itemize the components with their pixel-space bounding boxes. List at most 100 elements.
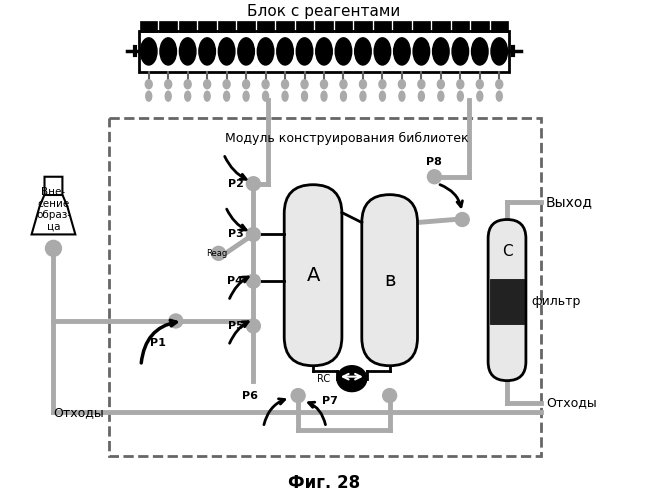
Bar (432, 20, 450, 32)
Bar (335, 20, 353, 32)
Ellipse shape (224, 91, 229, 101)
Ellipse shape (165, 80, 172, 88)
Ellipse shape (433, 38, 449, 65)
Ellipse shape (238, 38, 255, 65)
Text: А: А (307, 266, 319, 284)
Ellipse shape (242, 80, 249, 88)
Ellipse shape (437, 80, 445, 88)
Text: P5: P5 (227, 321, 244, 331)
Bar (471, 20, 489, 32)
Text: фильтр: фильтр (531, 294, 580, 308)
Ellipse shape (296, 38, 313, 65)
Text: Блок с реагентами: Блок с реагентами (248, 4, 400, 18)
Ellipse shape (496, 91, 502, 101)
Ellipse shape (419, 91, 424, 101)
Ellipse shape (145, 80, 152, 88)
Ellipse shape (146, 91, 152, 101)
Ellipse shape (179, 38, 196, 65)
Polygon shape (32, 176, 75, 234)
Bar (159, 20, 177, 32)
Ellipse shape (321, 80, 327, 88)
Bar (109, 118, 541, 456)
Ellipse shape (282, 80, 288, 88)
Ellipse shape (379, 80, 386, 88)
Ellipse shape (491, 38, 507, 65)
Text: Отходы: Отходы (546, 396, 597, 409)
Ellipse shape (340, 91, 347, 101)
Text: RC: RC (317, 374, 330, 384)
FancyBboxPatch shape (488, 220, 526, 380)
Ellipse shape (203, 80, 211, 88)
Ellipse shape (277, 38, 294, 65)
Ellipse shape (337, 366, 367, 392)
Circle shape (246, 319, 260, 333)
Circle shape (291, 388, 305, 402)
Ellipse shape (354, 38, 371, 65)
Text: P7: P7 (322, 396, 338, 406)
Ellipse shape (413, 38, 430, 65)
Ellipse shape (476, 80, 483, 88)
Ellipse shape (399, 80, 406, 88)
Text: P6: P6 (242, 390, 259, 400)
FancyBboxPatch shape (362, 194, 417, 366)
Bar (179, 20, 196, 32)
Circle shape (212, 246, 226, 260)
Ellipse shape (204, 91, 210, 101)
Bar (237, 20, 255, 32)
Ellipse shape (496, 80, 503, 88)
Text: в: в (384, 270, 395, 289)
Ellipse shape (223, 80, 230, 88)
Circle shape (246, 274, 260, 288)
Ellipse shape (399, 91, 405, 101)
Ellipse shape (199, 38, 215, 65)
Text: Отходы: Отходы (53, 406, 104, 419)
Ellipse shape (301, 80, 308, 88)
Ellipse shape (457, 80, 464, 88)
Bar (491, 20, 508, 32)
Ellipse shape (472, 38, 488, 65)
Ellipse shape (301, 91, 308, 101)
Bar (198, 20, 216, 32)
Ellipse shape (218, 38, 235, 65)
Bar (139, 30, 509, 72)
Ellipse shape (457, 91, 463, 101)
Text: С: С (502, 244, 513, 259)
Ellipse shape (340, 80, 347, 88)
Ellipse shape (380, 91, 386, 101)
Text: P3: P3 (227, 230, 244, 239)
Circle shape (456, 212, 469, 226)
Bar (218, 20, 235, 32)
Ellipse shape (257, 38, 274, 65)
Bar (374, 20, 391, 32)
Ellipse shape (185, 91, 191, 101)
Ellipse shape (452, 38, 469, 65)
Ellipse shape (418, 80, 425, 88)
Text: P1: P1 (150, 338, 166, 348)
Ellipse shape (360, 91, 366, 101)
Circle shape (428, 170, 441, 183)
Ellipse shape (393, 38, 410, 65)
Ellipse shape (282, 91, 288, 101)
Bar (257, 20, 274, 32)
Text: Вне-
сение
образ-
ца: Вне- сение образ- ца (36, 187, 71, 232)
Circle shape (45, 240, 62, 256)
Text: P4: P4 (227, 276, 244, 286)
Bar (295, 20, 313, 32)
Text: Модуль конструирования библиотек: Модуль конструирования библиотек (225, 132, 469, 145)
Ellipse shape (243, 91, 249, 101)
Bar (393, 20, 411, 32)
Bar (413, 20, 430, 32)
Text: Reag: Reag (206, 249, 227, 258)
Ellipse shape (360, 80, 366, 88)
Ellipse shape (477, 91, 483, 101)
Ellipse shape (316, 38, 332, 65)
Text: P8: P8 (426, 157, 443, 167)
FancyBboxPatch shape (284, 184, 342, 366)
Bar (316, 20, 332, 32)
Bar (276, 20, 294, 32)
Bar (354, 20, 372, 32)
Ellipse shape (335, 38, 352, 65)
Circle shape (383, 388, 397, 402)
Ellipse shape (160, 38, 176, 65)
Text: Фиг. 28: Фиг. 28 (288, 474, 360, 492)
